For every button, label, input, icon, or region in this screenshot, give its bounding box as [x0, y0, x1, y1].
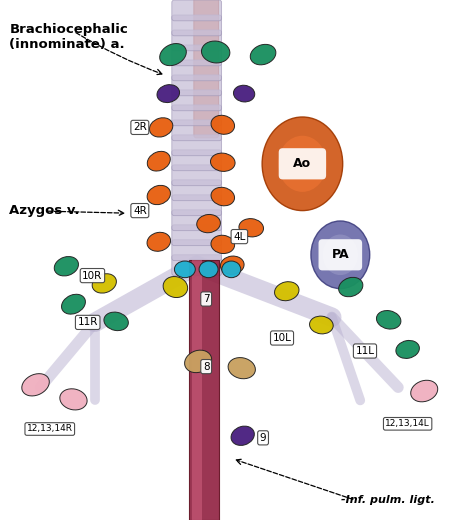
Text: 9: 9: [260, 433, 266, 443]
FancyBboxPatch shape: [172, 180, 221, 201]
Text: 10L: 10L: [273, 333, 292, 343]
FancyBboxPatch shape: [172, 30, 221, 51]
FancyBboxPatch shape: [279, 148, 326, 179]
Text: 12,13,14L: 12,13,14L: [385, 419, 430, 428]
Ellipse shape: [396, 341, 419, 358]
Bar: [189, 260, 219, 520]
Ellipse shape: [338, 277, 363, 297]
FancyBboxPatch shape: [172, 45, 221, 66]
Ellipse shape: [210, 153, 235, 172]
FancyBboxPatch shape: [172, 210, 221, 231]
FancyBboxPatch shape: [172, 90, 221, 111]
FancyBboxPatch shape: [172, 135, 221, 155]
Text: Ao: Ao: [293, 158, 311, 171]
Ellipse shape: [60, 389, 87, 410]
Ellipse shape: [197, 214, 220, 233]
Ellipse shape: [278, 136, 327, 192]
Ellipse shape: [311, 221, 370, 289]
FancyBboxPatch shape: [172, 105, 221, 126]
Ellipse shape: [222, 261, 241, 278]
Ellipse shape: [174, 261, 195, 278]
Ellipse shape: [157, 85, 180, 102]
FancyBboxPatch shape: [172, 0, 221, 21]
FancyBboxPatch shape: [172, 165, 221, 186]
Bar: [192, 260, 202, 520]
Ellipse shape: [184, 350, 212, 373]
Text: Azygos v.: Azygos v.: [9, 204, 80, 217]
Ellipse shape: [262, 117, 343, 211]
FancyBboxPatch shape: [172, 120, 221, 141]
Ellipse shape: [147, 151, 170, 171]
Ellipse shape: [201, 41, 230, 63]
FancyBboxPatch shape: [172, 240, 221, 261]
Text: 2R: 2R: [133, 122, 147, 133]
Ellipse shape: [411, 380, 438, 402]
FancyBboxPatch shape: [172, 60, 221, 81]
Ellipse shape: [54, 256, 79, 276]
Ellipse shape: [147, 232, 171, 251]
Text: 7: 7: [203, 294, 210, 304]
Ellipse shape: [211, 235, 235, 254]
Ellipse shape: [220, 256, 244, 275]
Ellipse shape: [250, 44, 276, 65]
FancyBboxPatch shape: [319, 239, 362, 270]
FancyBboxPatch shape: [172, 225, 221, 245]
Ellipse shape: [149, 118, 173, 137]
Ellipse shape: [62, 294, 85, 314]
Text: PA: PA: [331, 249, 349, 262]
FancyBboxPatch shape: [172, 150, 221, 171]
Ellipse shape: [92, 274, 117, 293]
Ellipse shape: [310, 316, 333, 334]
Ellipse shape: [239, 218, 264, 237]
Text: 12,13,14R: 12,13,14R: [27, 424, 73, 434]
FancyBboxPatch shape: [172, 195, 221, 216]
Ellipse shape: [211, 115, 235, 134]
Text: 11R: 11R: [78, 317, 98, 328]
Text: 10R: 10R: [82, 270, 102, 281]
Text: 8: 8: [203, 361, 210, 372]
FancyBboxPatch shape: [194, 0, 219, 138]
Ellipse shape: [199, 261, 218, 278]
FancyBboxPatch shape: [172, 15, 221, 36]
Text: Brachiocephalic
(innominate) a.: Brachiocephalic (innominate) a.: [9, 23, 128, 51]
Ellipse shape: [376, 310, 401, 329]
Text: 4R: 4R: [133, 205, 147, 216]
Ellipse shape: [163, 277, 188, 297]
Ellipse shape: [147, 185, 171, 205]
FancyBboxPatch shape: [172, 255, 221, 276]
Ellipse shape: [160, 44, 186, 66]
Ellipse shape: [22, 374, 49, 396]
Ellipse shape: [104, 312, 128, 331]
Text: -Inf. pulm. ligt.: -Inf. pulm. ligt.: [341, 495, 435, 505]
Text: 4L: 4L: [233, 231, 246, 242]
Ellipse shape: [211, 187, 235, 206]
Ellipse shape: [231, 426, 255, 446]
Ellipse shape: [274, 282, 299, 301]
Text: 11L: 11L: [356, 346, 374, 356]
Ellipse shape: [228, 358, 255, 379]
Ellipse shape: [234, 85, 255, 102]
FancyBboxPatch shape: [172, 75, 221, 96]
Ellipse shape: [323, 235, 358, 275]
